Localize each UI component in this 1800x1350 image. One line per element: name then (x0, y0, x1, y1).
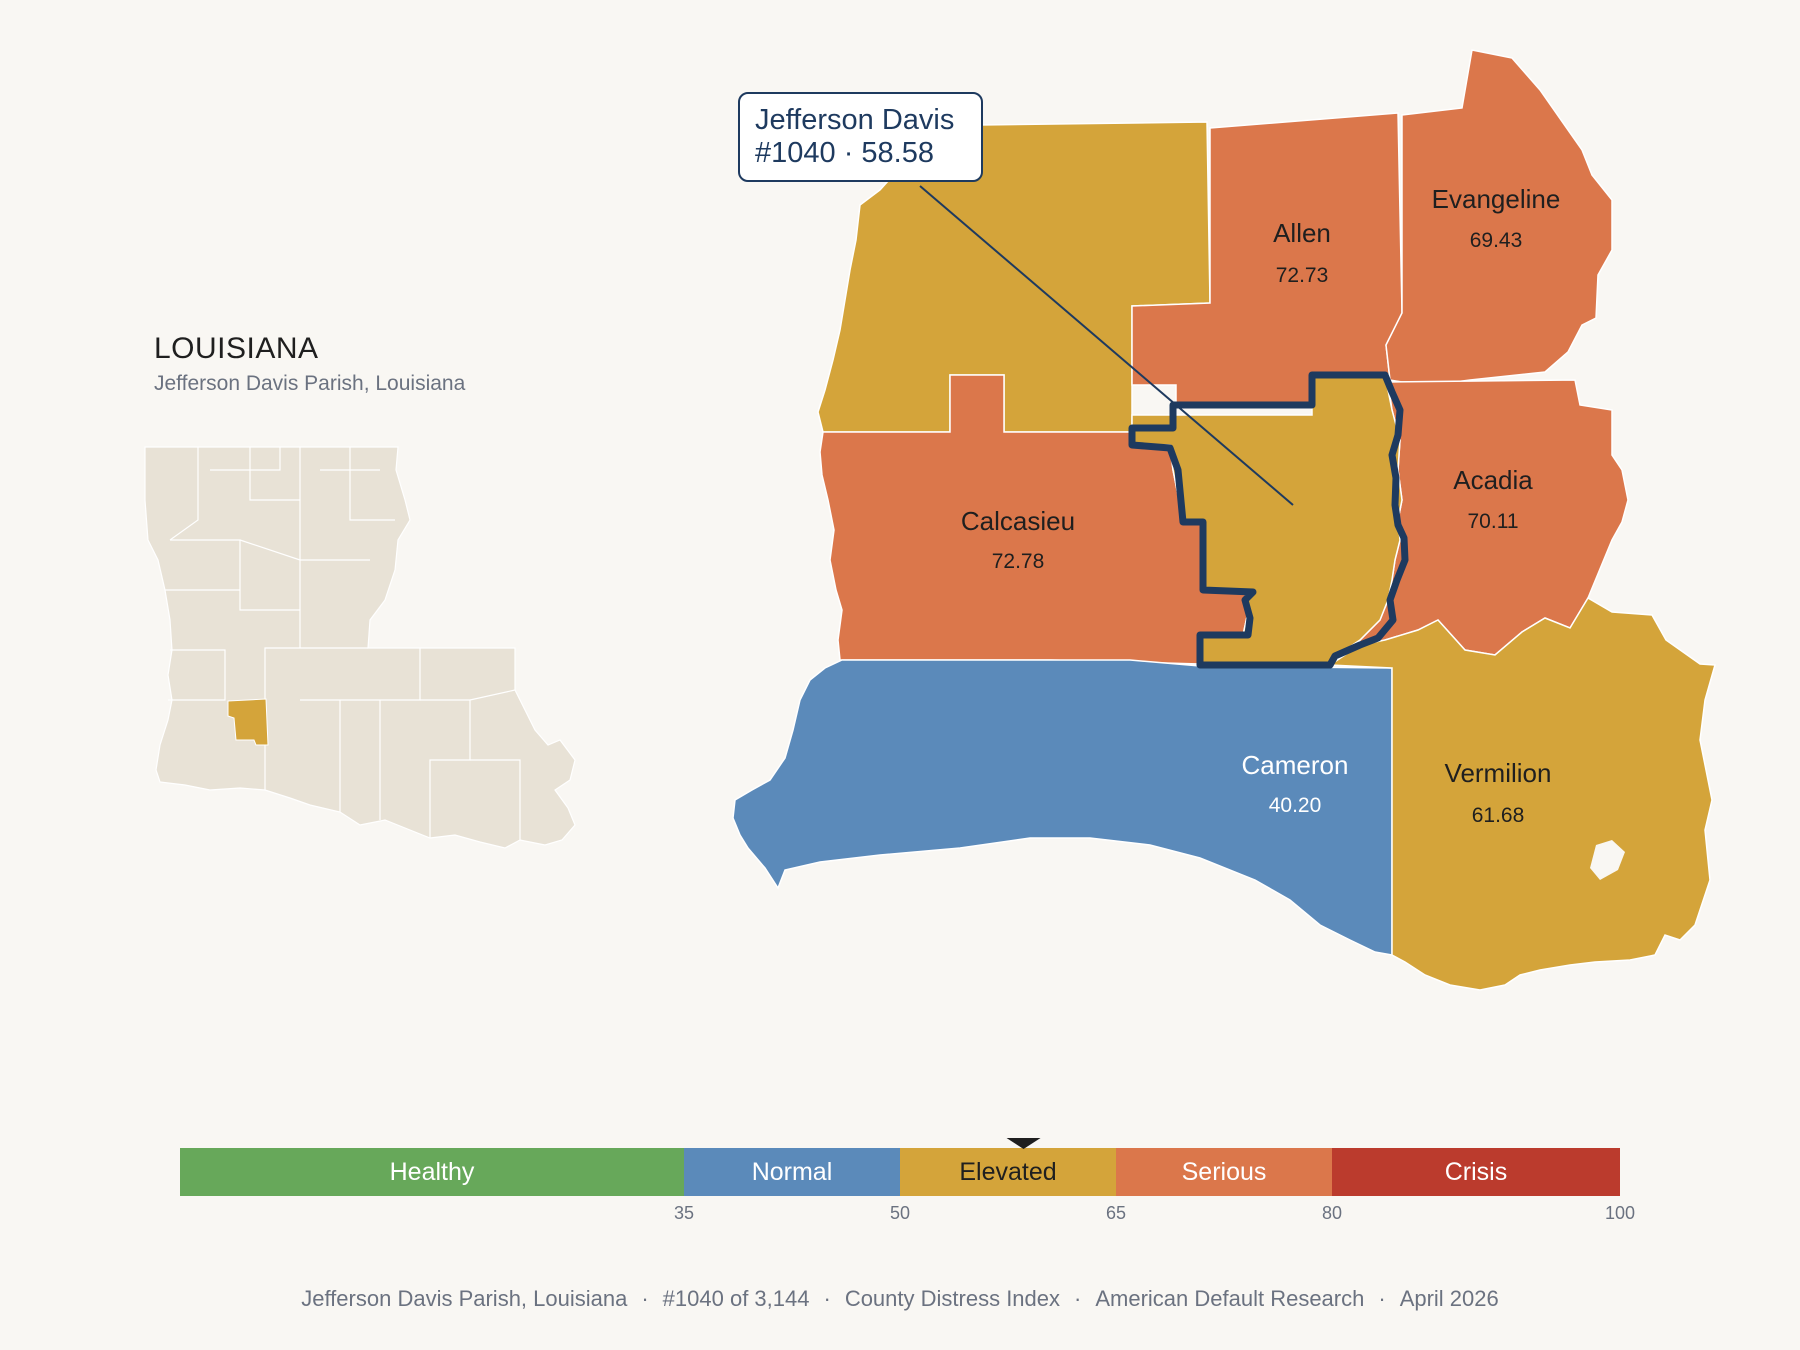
legend-band-crisis (1332, 1148, 1620, 1196)
parish-vermilion[interactable] (1327, 596, 1716, 991)
highlight-outline (1128, 371, 1409, 669)
parish-name-acadia: Acadia (1453, 465, 1533, 495)
parish-name-vermilion: Vermilion (1445, 758, 1552, 788)
legend-tick-50: 50 (890, 1203, 910, 1223)
parish-name-allen: Allen (1273, 218, 1331, 248)
parish-value-calcasieu: 72.78 (992, 550, 1045, 573)
parish-name-cameron: Cameron (1242, 750, 1349, 780)
legend-tick-80: 80 (1322, 1203, 1342, 1223)
legend-tick-65: 65 (1106, 1203, 1126, 1223)
parish-value-vermilion: 61.68 (1472, 804, 1525, 827)
legend-band-normal (684, 1148, 900, 1196)
state-title: LOUISIANA (154, 332, 319, 365)
footer-index-name: County Distress Index (844, 1286, 1061, 1311)
legend-band-label-normal: Normal (752, 1158, 833, 1186)
footer-separator: · (823, 1286, 831, 1311)
footer: Jefferson Davis Parish, Louisiana · #1040 … (0, 1286, 1800, 1312)
footer-separator: · (1074, 1286, 1082, 1311)
parish-value-acadia: 70.11 (1468, 510, 1519, 533)
parish-value-cameron: 40.20 (1269, 794, 1322, 817)
footer-separator: · (1378, 1286, 1386, 1311)
inset-parish-borders (165, 447, 521, 840)
callout-leader-line (919, 185, 1294, 506)
legend-band-elevated (900, 1148, 1116, 1196)
legend-band-label-crisis: Crisis (1445, 1158, 1508, 1186)
legend-band-serious (1116, 1148, 1332, 1196)
inset-highlight-jefferson-davis[interactable] (227, 698, 269, 746)
parish-value-allen: 72.73 (1276, 264, 1329, 287)
footer-separator: · (641, 1286, 649, 1311)
parish-cameron[interactable] (732, 659, 1393, 956)
callout-detail: #1040 · 58.58 (755, 137, 934, 169)
legend-tick-35: 35 (674, 1203, 694, 1223)
footer-source: American Default Research (1095, 1286, 1365, 1311)
parish-name-calcasieu: Calcasieu (961, 506, 1075, 536)
legend-marker (1006, 1138, 1041, 1149)
legend-band-label-healthy: Healthy (390, 1158, 475, 1186)
parish-value-evangeline: 69.43 (1470, 229, 1523, 252)
footer-rank: #1040 of 3,144 (662, 1286, 810, 1311)
legend-band-label-serious: Serious (1182, 1158, 1267, 1186)
footer-parish: Jefferson Davis Parish, Louisiana (301, 1286, 628, 1311)
parish-subtitle: Jefferson Davis Parish, Louisiana (154, 372, 466, 395)
parish-name-evangeline: Evangeline (1432, 184, 1561, 214)
legend-tick-100: 100 (1605, 1203, 1635, 1223)
footer-date: April 2026 (1399, 1286, 1499, 1311)
parish-evangeline[interactable] (1385, 49, 1613, 383)
vermilion-bay (1590, 840, 1625, 880)
legend-band-healthy (180, 1148, 684, 1196)
selected-parish-callout: Jefferson Davis #1040 · 58.58 (738, 92, 983, 182)
legend-band-label-elevated: Elevated (959, 1158, 1056, 1186)
callout-name: Jefferson Davis (755, 104, 955, 136)
